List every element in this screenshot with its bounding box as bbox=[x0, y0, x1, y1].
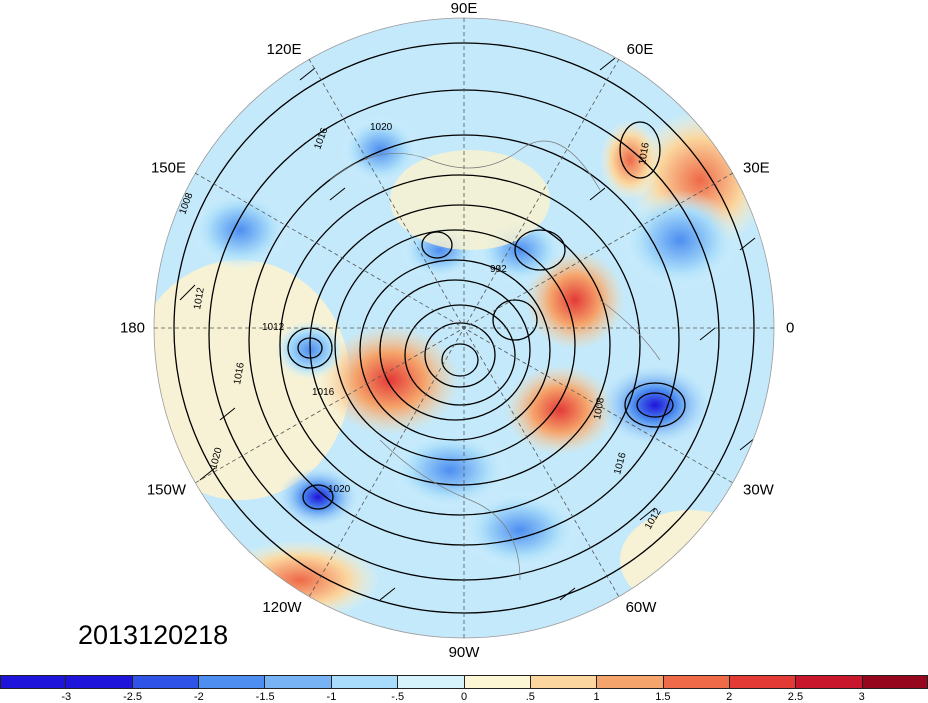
colorbar-segment bbox=[530, 675, 598, 689]
colorbar-tick-label: 0 bbox=[460, 691, 468, 703]
colorbar-tick-label: 2.5 bbox=[787, 691, 804, 703]
contour-label: 1012 bbox=[192, 286, 207, 310]
lon-label-180: 180 bbox=[119, 319, 145, 337]
colorbar-segment bbox=[265, 675, 332, 689]
lon-label-30e: 30E bbox=[743, 159, 770, 177]
colorbar-tick-label: 3 bbox=[858, 691, 865, 703]
colorbar-segment bbox=[132, 675, 200, 689]
isobar-contours bbox=[173, 42, 755, 614]
colorbar-tick-label: 2 bbox=[726, 691, 733, 703]
contour-label: 1020 bbox=[328, 484, 351, 495]
colorbar-tick-label: -1.5 bbox=[255, 691, 275, 703]
colorbar-segment bbox=[729, 675, 797, 689]
contour-label: 1008 bbox=[592, 396, 607, 420]
colorbar bbox=[0, 675, 928, 689]
contour-label: 1016 bbox=[312, 387, 335, 398]
colorbar-tick-label: -.5 bbox=[391, 691, 405, 703]
colorbar-segment bbox=[796, 675, 863, 689]
contour-label: 992 bbox=[490, 264, 507, 275]
lon-label-120e: 120E bbox=[266, 41, 302, 58]
colorbar-segment bbox=[331, 675, 399, 689]
colorbar-tick-label: 1 bbox=[593, 691, 600, 703]
timestamp-label: 2013120218 bbox=[78, 620, 229, 650]
contour-label: 1020 bbox=[370, 122, 393, 133]
contour-label: 1016 bbox=[232, 361, 247, 385]
lon-label-60w: 60W bbox=[625, 599, 657, 616]
colorbar-tick-label: 1.5 bbox=[655, 691, 671, 703]
colorbar-segment bbox=[663, 675, 730, 689]
lon-label-90e: 90E bbox=[450, 0, 478, 17]
colorbar-tick-label: .5 bbox=[525, 691, 535, 703]
lon-label-60e: 60E bbox=[626, 41, 654, 58]
coastlines bbox=[329, 140, 661, 581]
lon-label-0: 0 bbox=[786, 319, 795, 337]
colorbar-segment bbox=[66, 675, 133, 689]
colorbar-segment bbox=[199, 675, 266, 689]
lon-label-150w: 150W bbox=[146, 481, 186, 499]
colorbar-segment bbox=[398, 675, 465, 689]
graticule bbox=[154, 18, 774, 638]
colorbar-segment bbox=[0, 675, 67, 689]
colorbar-tick-label: -1 bbox=[326, 691, 337, 703]
colorbar-segment bbox=[464, 675, 531, 689]
colorbar-tick-label: -2.5 bbox=[123, 691, 143, 703]
lon-label-30w: 30W bbox=[743, 481, 774, 499]
lon-label-120w: 120W bbox=[262, 599, 302, 616]
lon-label-90w: 90W bbox=[448, 644, 480, 661]
lon-label-150e: 150E bbox=[150, 159, 186, 177]
contour-label: 1012 bbox=[262, 322, 285, 333]
colorbar-tick-label: -3 bbox=[61, 691, 72, 703]
colorbar-segment bbox=[862, 675, 928, 689]
colorbar-tick-label: -2 bbox=[193, 691, 204, 703]
colorbar-segment bbox=[597, 675, 664, 689]
contour-label: 1016 bbox=[637, 141, 652, 165]
